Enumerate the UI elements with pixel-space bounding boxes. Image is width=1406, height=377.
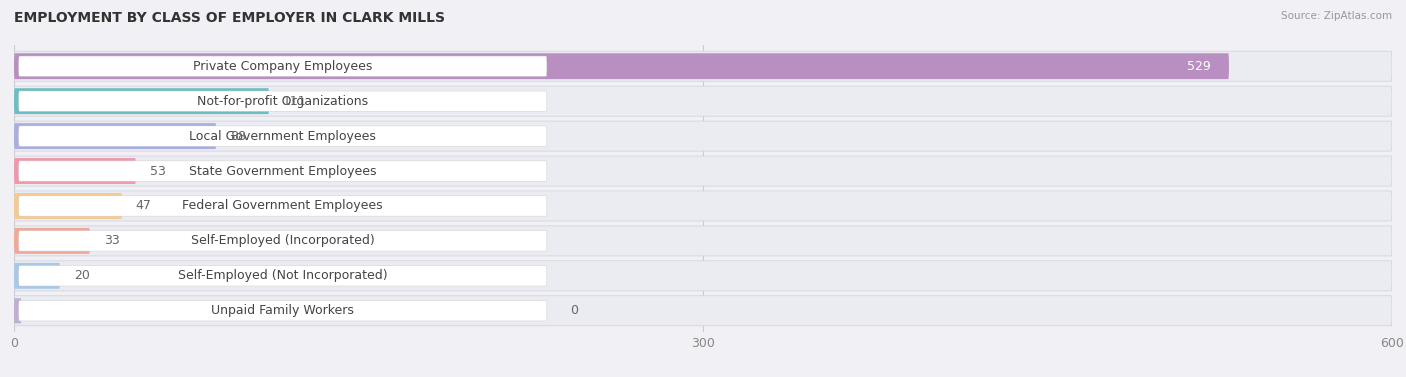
FancyBboxPatch shape bbox=[14, 86, 1392, 116]
FancyBboxPatch shape bbox=[14, 121, 1392, 151]
FancyBboxPatch shape bbox=[18, 231, 547, 251]
Text: Local Government Employees: Local Government Employees bbox=[190, 130, 377, 143]
FancyBboxPatch shape bbox=[18, 126, 547, 146]
FancyBboxPatch shape bbox=[14, 88, 269, 114]
FancyBboxPatch shape bbox=[18, 91, 547, 111]
Text: Not-for-profit Organizations: Not-for-profit Organizations bbox=[197, 95, 368, 108]
FancyBboxPatch shape bbox=[14, 193, 122, 219]
Text: Self-Employed (Incorporated): Self-Employed (Incorporated) bbox=[191, 234, 374, 247]
FancyBboxPatch shape bbox=[18, 301, 547, 321]
FancyBboxPatch shape bbox=[14, 51, 1392, 81]
Text: 33: 33 bbox=[104, 234, 120, 247]
Text: Federal Government Employees: Federal Government Employees bbox=[183, 199, 382, 213]
Text: Private Company Employees: Private Company Employees bbox=[193, 60, 373, 73]
Text: 53: 53 bbox=[149, 164, 166, 178]
Text: 111: 111 bbox=[283, 95, 307, 108]
FancyBboxPatch shape bbox=[14, 191, 1392, 221]
Text: 20: 20 bbox=[73, 269, 90, 282]
FancyBboxPatch shape bbox=[14, 228, 90, 254]
FancyBboxPatch shape bbox=[18, 161, 547, 181]
FancyBboxPatch shape bbox=[14, 263, 60, 289]
FancyBboxPatch shape bbox=[18, 266, 547, 286]
FancyBboxPatch shape bbox=[14, 296, 1392, 326]
FancyBboxPatch shape bbox=[14, 226, 1392, 256]
FancyBboxPatch shape bbox=[14, 123, 217, 149]
FancyBboxPatch shape bbox=[18, 196, 547, 216]
FancyBboxPatch shape bbox=[14, 261, 1392, 291]
Text: State Government Employees: State Government Employees bbox=[188, 164, 377, 178]
Text: 0: 0 bbox=[569, 304, 578, 317]
Text: Self-Employed (Not Incorporated): Self-Employed (Not Incorporated) bbox=[179, 269, 388, 282]
FancyBboxPatch shape bbox=[14, 156, 1392, 186]
Text: 47: 47 bbox=[136, 199, 152, 213]
Text: 88: 88 bbox=[231, 130, 246, 143]
Text: 529: 529 bbox=[1187, 60, 1211, 73]
FancyBboxPatch shape bbox=[14, 158, 136, 184]
Text: Unpaid Family Workers: Unpaid Family Workers bbox=[211, 304, 354, 317]
FancyBboxPatch shape bbox=[14, 53, 1229, 79]
FancyBboxPatch shape bbox=[14, 298, 21, 323]
Text: EMPLOYMENT BY CLASS OF EMPLOYER IN CLARK MILLS: EMPLOYMENT BY CLASS OF EMPLOYER IN CLARK… bbox=[14, 11, 446, 25]
FancyBboxPatch shape bbox=[18, 56, 547, 76]
Text: Source: ZipAtlas.com: Source: ZipAtlas.com bbox=[1281, 11, 1392, 21]
